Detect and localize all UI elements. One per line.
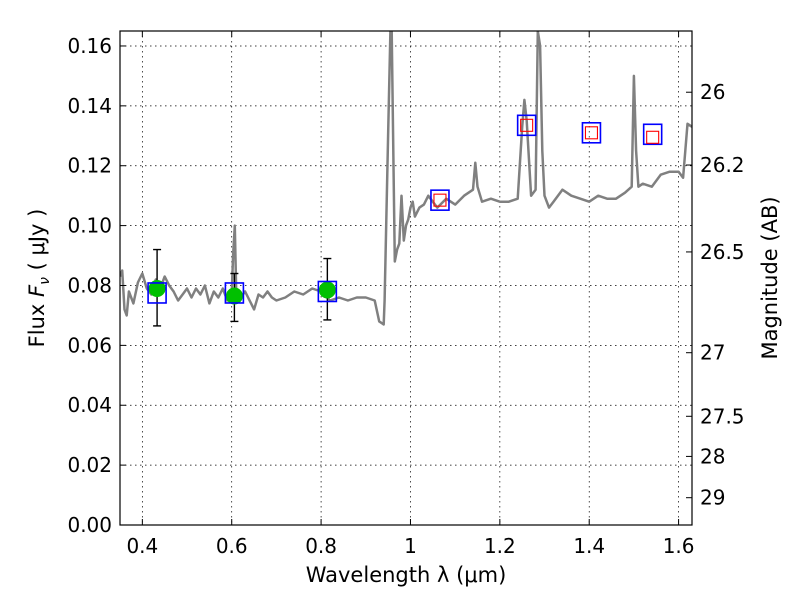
x-tick-label: 1.2 — [484, 534, 516, 558]
marker-layer — [147, 114, 663, 327]
plot-frame — [119, 30, 693, 526]
tick-layer: 0.4 0.6 0.8 1 1.2 1.4 1.6 0.00 0.02 0.04 0.06 0.08 0… — [67, 31, 745, 558]
y-tick-label: 0.00 — [67, 513, 112, 537]
y-tick-label: 0.02 — [67, 453, 112, 477]
y-tick-label: 0.08 — [67, 273, 112, 297]
y-tick-label: 0.12 — [67, 154, 112, 178]
mag-tick-label: 29 — [700, 486, 725, 510]
x-tick-label: 0.6 — [216, 534, 248, 558]
upper-photometry-square — [520, 118, 534, 132]
spectrum-line — [120, 31, 692, 326]
y-tick-label: 0.06 — [67, 333, 112, 357]
upper-photometry-square — [433, 193, 447, 207]
synthetic-flux-square — [430, 189, 450, 211]
y-tick-label: 0.14 — [67, 94, 112, 118]
y-tick-label: 0.16 — [67, 34, 112, 58]
x-axis-label: Wavelength λ (μm) — [306, 563, 507, 587]
x-tick-label: 1 — [404, 534, 417, 558]
y-tick-label: 0.04 — [67, 393, 112, 417]
synthetic-flux-square — [147, 282, 167, 304]
y2-axis-label: Magnitude (AB) — [758, 196, 782, 359]
mag-tick-label: 26 — [700, 80, 725, 104]
mag-tick-label: 28 — [700, 444, 725, 468]
synthetic-flux-square — [642, 123, 663, 146]
mag-tick-label: 27.5 — [700, 404, 745, 428]
photometry-point — [148, 279, 166, 297]
x-tick-label: 0.4 — [126, 534, 158, 558]
photometry-point — [225, 287, 243, 305]
mag-tick-label: 27 — [700, 341, 725, 365]
y-axis-label: Flux Fν ( μJy ) — [25, 209, 53, 348]
upper-photometry-square — [646, 130, 660, 144]
synthetic-flux-square — [581, 121, 602, 144]
x-tick-label: 1.6 — [663, 534, 695, 558]
plot-area — [120, 31, 692, 326]
mag-tick-label: 26.5 — [700, 240, 745, 264]
synthetic-flux-square — [317, 280, 338, 303]
mag-tick-label: 26.2 — [700, 153, 745, 177]
synthetic-flux-square — [224, 282, 245, 304]
upper-photometry-square — [584, 126, 599, 140]
photometry-point — [318, 281, 336, 299]
x-tick-label: 1.4 — [573, 534, 605, 558]
synthetic-flux-square — [516, 114, 537, 137]
x-tick-label: 0.8 — [305, 534, 337, 558]
y-tick-label: 0.10 — [67, 214, 112, 238]
